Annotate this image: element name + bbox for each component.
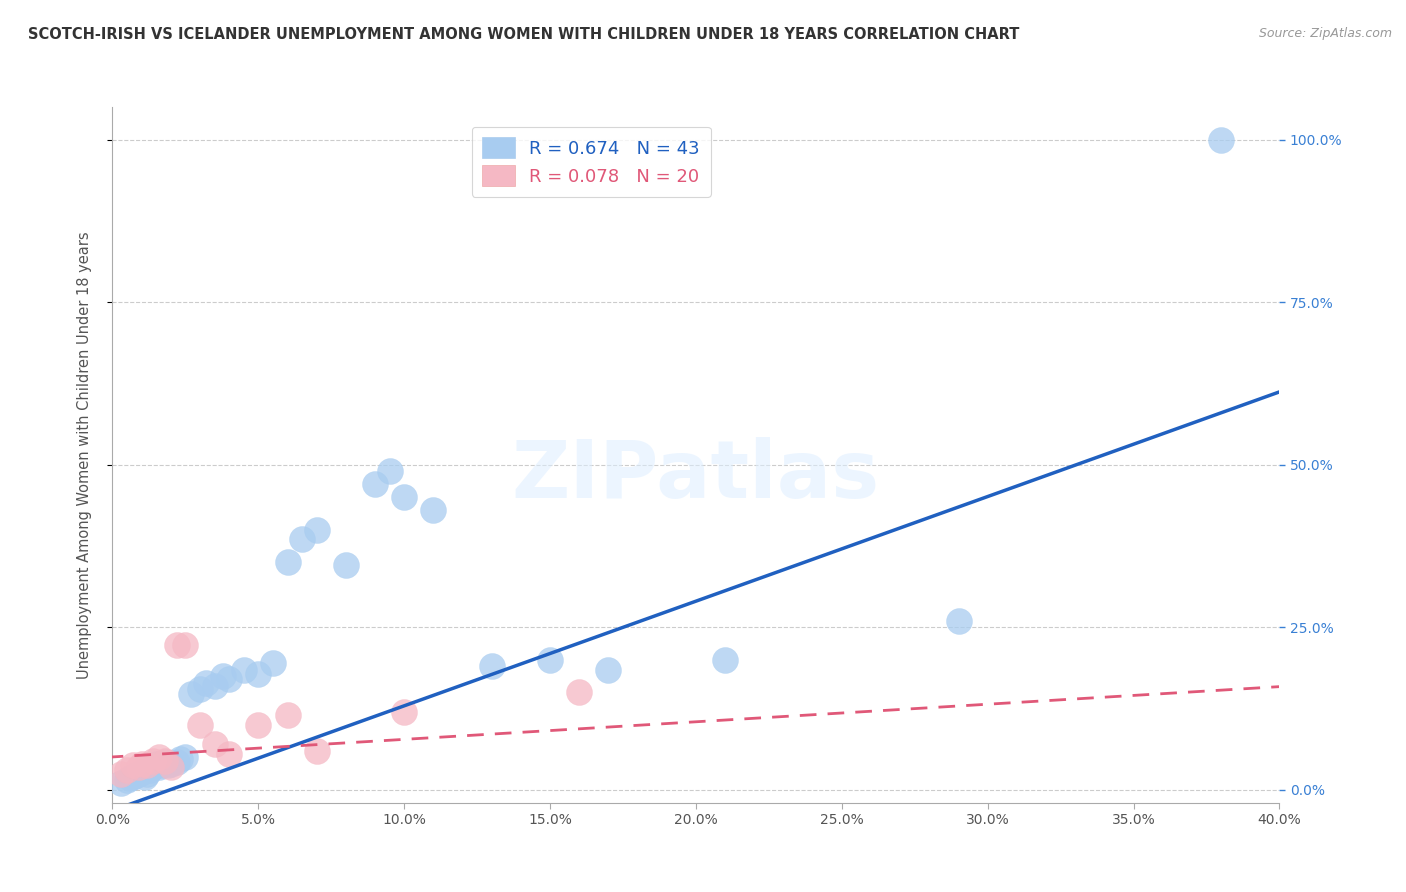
Point [115, 772, 138, 787]
Point [125, 768, 148, 782]
Point [218, 672, 240, 686]
Point [335, 558, 357, 573]
Point [174, 750, 197, 764]
Point [180, 687, 202, 701]
Point [276, 708, 298, 723]
Point [392, 490, 416, 504]
Point [136, 766, 159, 780]
Point [204, 737, 226, 751]
Point [422, 503, 444, 517]
Point [212, 669, 235, 683]
Point [194, 675, 217, 690]
Point [110, 766, 132, 780]
Point [118, 771, 141, 785]
Point [378, 464, 401, 478]
Point [131, 756, 153, 771]
Point [568, 685, 591, 699]
Point [392, 705, 416, 719]
Point [128, 760, 150, 774]
Point [153, 756, 176, 770]
Point [262, 656, 284, 670]
Point [166, 639, 188, 653]
Point [174, 639, 197, 653]
Point [148, 750, 170, 764]
Point [218, 747, 240, 761]
Point [131, 764, 153, 779]
Point [153, 754, 176, 768]
Point [714, 653, 737, 667]
Point [481, 659, 503, 673]
Point [122, 770, 145, 784]
Point [122, 758, 145, 772]
Point [160, 760, 183, 774]
Text: ZIPatlas: ZIPatlas [512, 437, 880, 515]
Y-axis label: Unemployment Among Women with Children Under 18 years: Unemployment Among Women with Children U… [77, 231, 91, 679]
Point [247, 667, 270, 681]
Point [166, 756, 188, 770]
Point [188, 718, 211, 732]
Point [276, 555, 298, 569]
Text: SCOTCH-IRISH VS ICELANDER UNEMPLOYMENT AMONG WOMEN WITH CHILDREN UNDER 18 YEARS : SCOTCH-IRISH VS ICELANDER UNEMPLOYMENT A… [28, 27, 1019, 42]
Point [188, 681, 211, 696]
Point [538, 653, 561, 667]
Point [145, 756, 167, 771]
Point [115, 764, 138, 778]
Point [128, 766, 150, 780]
Point [142, 754, 165, 768]
Point [136, 758, 159, 772]
Point [110, 776, 132, 790]
Point [247, 718, 270, 732]
Point [948, 614, 970, 628]
Point [204, 679, 226, 693]
Point [142, 760, 165, 774]
Point [139, 764, 162, 778]
Point [291, 533, 314, 547]
Point [1209, 132, 1232, 146]
Point [134, 770, 156, 784]
Point [169, 751, 191, 765]
Point [160, 756, 183, 771]
Point [232, 663, 254, 677]
Point [148, 760, 170, 774]
Point [305, 523, 328, 537]
Text: Source: ZipAtlas.com: Source: ZipAtlas.com [1258, 27, 1392, 40]
Point [150, 758, 173, 772]
Point [598, 663, 620, 677]
Point [156, 758, 179, 772]
Point [364, 477, 387, 491]
Point [305, 744, 328, 758]
